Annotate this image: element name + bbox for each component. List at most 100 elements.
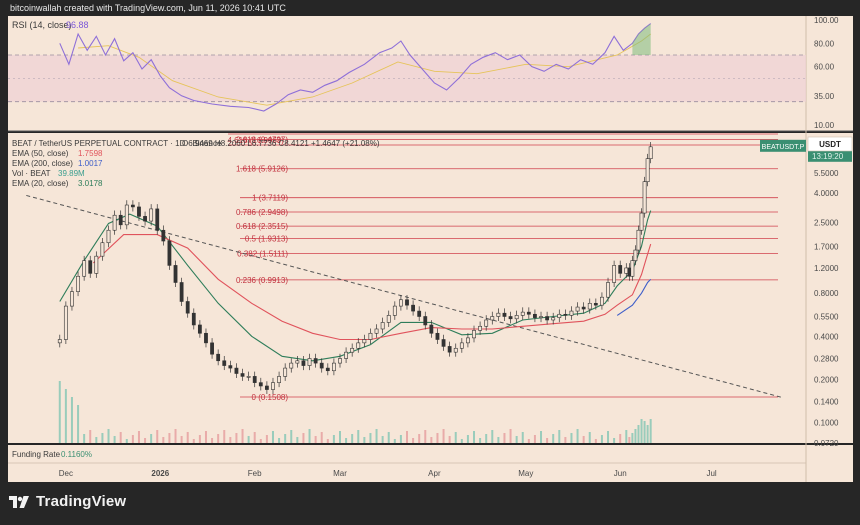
volume-bar [588, 432, 591, 443]
candle-body [411, 304, 415, 312]
candle-body [82, 260, 87, 277]
candle-body [435, 332, 440, 340]
candle-body [514, 315, 519, 320]
candle-body [362, 339, 367, 344]
legend-indicator-value: 1.0017 [78, 159, 103, 168]
funding-pane [8, 445, 853, 463]
volume-bar [131, 435, 134, 443]
candle-body [526, 311, 531, 315]
candle-body [612, 265, 617, 283]
candle-body [137, 206, 141, 217]
volume-bar [625, 430, 628, 443]
candle-body [222, 360, 227, 366]
candle-body [289, 362, 294, 369]
volume-bar [619, 434, 622, 443]
legend-ohlc: O6.9469 H8.2060 L6.7736 C8.4121 +1.4647 … [182, 139, 380, 148]
candle-body [645, 158, 650, 183]
volume-bar [144, 438, 147, 443]
candle-body [399, 299, 403, 307]
rsi-band [8, 55, 806, 102]
candle-body [338, 358, 342, 364]
fib-level-label: 0 (0.1508) [252, 393, 289, 402]
candle-body [350, 347, 355, 353]
candle-body [502, 312, 507, 317]
volume-bar [338, 431, 341, 443]
volume-bar [393, 439, 396, 443]
volume-bar [369, 433, 372, 443]
rsi-tick-label: 35.00 [814, 92, 835, 101]
volume-bar [137, 431, 140, 443]
volume-bar [290, 430, 293, 443]
funding-value: 0.1160% [61, 450, 92, 459]
candle-body [228, 365, 233, 369]
candle-body [569, 310, 574, 316]
fib-retracement[interactable]: 4.618 (16.9969)2.618 (9.4737) 1.618 (5.91… [228, 133, 779, 402]
volume-bar [229, 437, 232, 443]
volume-bar [521, 432, 524, 443]
candle-body [392, 305, 397, 316]
price-tick-label: 1.7000 [814, 242, 839, 251]
candle-body [112, 214, 117, 231]
volume-bar [83, 434, 86, 443]
candle-body [173, 265, 178, 283]
candle-body [76, 275, 80, 292]
volume-bar [357, 430, 360, 443]
candle-body [325, 367, 330, 372]
candle-body [405, 299, 409, 306]
candle-body [301, 360, 306, 366]
candle-body [106, 229, 111, 244]
candle-body [118, 214, 123, 226]
volume-bar [265, 435, 268, 443]
candle-body [639, 212, 644, 231]
candle-body [124, 204, 129, 226]
rsi-tick-label: 60.00 [814, 63, 835, 72]
symbol-tag [760, 139, 806, 152]
publisher-credit: bitcoinwallah created with TradingView.c… [10, 3, 286, 13]
volume-bar [418, 434, 421, 443]
month-tick-label: Jun [614, 469, 627, 478]
candle-body [581, 306, 586, 310]
fib-level-label: 4.618 (16.9969) [228, 136, 285, 145]
volume-bar [241, 429, 244, 443]
month-tick-label: Apr [428, 469, 441, 478]
price-tick-label: 0.5500 [814, 312, 839, 321]
candle-body [636, 229, 641, 251]
price-tick-label: 1.2000 [814, 264, 839, 273]
candle-body [466, 337, 470, 344]
price-tick-label: 0.1000 [814, 419, 839, 428]
rsi-tick-label: 10.00 [814, 121, 835, 130]
candle-body [210, 342, 214, 355]
volume-bar [412, 438, 415, 443]
funding-label: Funding Rate [12, 450, 61, 459]
rsi-overbought-fill [632, 23, 651, 55]
trendline-layer[interactable] [26, 194, 782, 398]
candle-body [447, 346, 452, 353]
volume-bar [646, 425, 649, 443]
candle-body [94, 255, 99, 274]
legend-indicator-value: 3.0178 [78, 179, 103, 188]
volume-bar [485, 434, 488, 443]
volume-bar [320, 432, 323, 443]
currency-box [807, 136, 853, 152]
fib-level-label: 0.382 (1.5111) [237, 250, 288, 259]
volume-bar [479, 438, 482, 443]
price-pane [8, 133, 853, 443]
symbol-tag-label: BEATUSDT.P [762, 144, 805, 151]
candle-body [283, 367, 288, 377]
legend-indicator-value: 1.7598 [78, 149, 103, 158]
candle-body [313, 358, 318, 364]
candle-body [185, 301, 190, 314]
volume-bar [375, 429, 378, 443]
volume-bar [466, 435, 469, 443]
rsi-signal-line [78, 33, 651, 106]
volume-bar [540, 431, 543, 443]
volume-bar [345, 438, 348, 443]
candle-body [478, 325, 482, 331]
volume-bar [119, 432, 122, 443]
volume-bar [497, 437, 500, 443]
volume-bar [491, 430, 494, 443]
candle-body [344, 351, 348, 359]
volume-bar [107, 429, 110, 443]
